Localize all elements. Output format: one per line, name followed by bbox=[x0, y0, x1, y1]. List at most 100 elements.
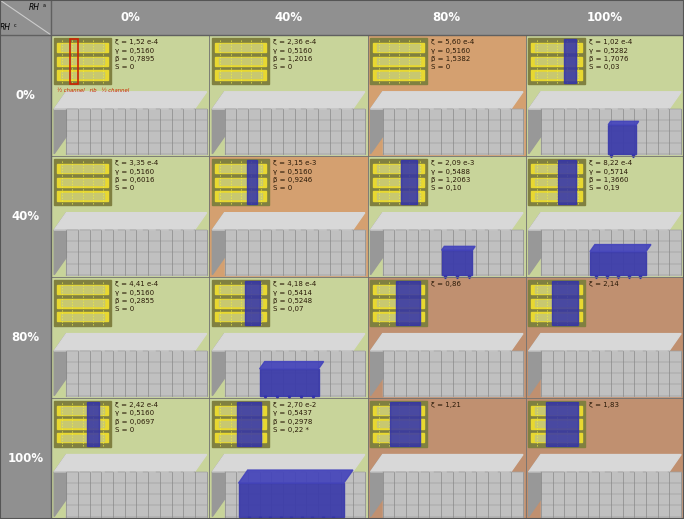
Polygon shape bbox=[529, 213, 681, 230]
Bar bbox=[535, 44, 578, 51]
Bar bbox=[57, 312, 108, 321]
Text: ½ channel   rib   ½ channel: ½ channel rib ½ channel bbox=[57, 89, 129, 93]
Text: ξ = 2,14: ξ = 2,14 bbox=[589, 281, 619, 288]
Bar bbox=[402, 160, 417, 204]
Text: ξ = 2,70 e-2
γ = 0,5437
β = 0,2978
S = 0,22 *: ξ = 2,70 e-2 γ = 0,5437 β = 0,2978 S = 0… bbox=[273, 402, 316, 433]
Bar bbox=[219, 421, 262, 427]
Bar bbox=[61, 434, 104, 441]
Bar bbox=[57, 406, 108, 415]
Bar bbox=[61, 193, 104, 199]
Bar bbox=[535, 179, 578, 185]
Bar bbox=[541, 109, 681, 154]
Bar bbox=[0, 0, 684, 35]
Bar bbox=[531, 192, 582, 200]
Bar bbox=[219, 313, 262, 320]
Text: ξ = 4,18 e-4
γ = 0,5414
β = 0,5248
S = 0,07: ξ = 4,18 e-4 γ = 0,5414 β = 0,5248 S = 0… bbox=[273, 281, 316, 312]
Polygon shape bbox=[371, 334, 523, 351]
Bar bbox=[370, 401, 427, 447]
Bar bbox=[373, 192, 424, 200]
Bar bbox=[61, 421, 104, 427]
Bar bbox=[373, 433, 424, 442]
Polygon shape bbox=[608, 121, 639, 125]
Polygon shape bbox=[54, 334, 66, 395]
Bar bbox=[373, 57, 424, 66]
Polygon shape bbox=[212, 213, 365, 230]
Bar bbox=[215, 298, 266, 308]
Polygon shape bbox=[371, 213, 523, 230]
Bar bbox=[212, 38, 269, 84]
Bar bbox=[219, 286, 262, 293]
Bar bbox=[535, 300, 578, 306]
Bar bbox=[564, 39, 576, 83]
Polygon shape bbox=[212, 334, 224, 395]
Bar bbox=[526, 35, 684, 156]
Bar bbox=[526, 156, 684, 277]
Bar bbox=[528, 401, 585, 447]
Bar bbox=[239, 483, 344, 516]
Bar bbox=[61, 286, 104, 293]
Bar bbox=[528, 280, 585, 326]
Bar bbox=[224, 351, 365, 395]
Bar bbox=[373, 164, 424, 173]
Polygon shape bbox=[529, 334, 681, 351]
Text: ξ = 3,15 e-3
γ = 0,5160
β = 0,9246
S = 0: ξ = 3,15 e-3 γ = 0,5160 β = 0,9246 S = 0 bbox=[273, 160, 316, 191]
Bar bbox=[247, 160, 257, 204]
Bar bbox=[57, 192, 108, 200]
Bar bbox=[373, 406, 424, 415]
Bar bbox=[51, 35, 209, 156]
Bar bbox=[215, 285, 266, 294]
Polygon shape bbox=[239, 470, 353, 483]
Bar bbox=[535, 313, 578, 320]
Bar bbox=[377, 179, 420, 185]
Bar bbox=[215, 419, 266, 429]
Polygon shape bbox=[590, 244, 651, 252]
Bar bbox=[70, 39, 78, 84]
Polygon shape bbox=[371, 455, 523, 472]
Bar bbox=[237, 402, 261, 446]
Text: ξ = 3,35 e-4
γ = 0,5160
β = 0,6016
S = 0: ξ = 3,35 e-4 γ = 0,5160 β = 0,6016 S = 0 bbox=[115, 160, 158, 191]
Polygon shape bbox=[529, 213, 541, 275]
Bar bbox=[209, 398, 368, 519]
Bar bbox=[370, 280, 427, 326]
Polygon shape bbox=[529, 455, 541, 516]
Bar bbox=[219, 44, 262, 51]
Polygon shape bbox=[371, 92, 382, 154]
Bar bbox=[390, 402, 419, 446]
Bar bbox=[373, 285, 424, 294]
Text: ξ = 8,22 e-4
γ = 0,5714
β = 1,3660
S = 0,19: ξ = 8,22 e-4 γ = 0,5714 β = 1,3660 S = 0… bbox=[589, 160, 632, 191]
Bar bbox=[57, 71, 108, 79]
Bar bbox=[531, 312, 582, 321]
Bar bbox=[212, 280, 269, 326]
Text: ξ = 5,60 e-4
γ = 0,5160
β = 1,5382
S = 0: ξ = 5,60 e-4 γ = 0,5160 β = 1,5382 S = 0 bbox=[431, 39, 474, 70]
Polygon shape bbox=[212, 213, 224, 275]
Bar bbox=[373, 419, 424, 429]
Bar bbox=[219, 58, 262, 64]
Bar bbox=[370, 159, 427, 205]
Bar bbox=[528, 159, 585, 205]
Bar bbox=[382, 230, 523, 275]
Polygon shape bbox=[54, 92, 66, 154]
Bar bbox=[209, 35, 368, 156]
Polygon shape bbox=[529, 455, 681, 472]
Text: ξ = 1,02 e-4
γ = 0,5282
β = 1,7076
S = 0,03: ξ = 1,02 e-4 γ = 0,5282 β = 1,7076 S = 0… bbox=[589, 39, 632, 70]
Bar bbox=[382, 351, 523, 395]
Bar bbox=[66, 109, 207, 154]
Bar bbox=[219, 72, 262, 78]
Text: 0%: 0% bbox=[16, 89, 36, 102]
Bar bbox=[53, 401, 111, 447]
Bar bbox=[535, 407, 578, 414]
Bar bbox=[245, 281, 260, 325]
Text: ξ = 2,36 e-4
γ = 0,5160
β = 1,2016
S = 0: ξ = 2,36 e-4 γ = 0,5160 β = 1,2016 S = 0 bbox=[273, 39, 316, 70]
Bar bbox=[224, 230, 365, 275]
Bar bbox=[368, 35, 526, 156]
Bar bbox=[531, 419, 582, 429]
Text: ξ = 1,52 e-4
γ = 0,5160
β = 0,7895
S = 0: ξ = 1,52 e-4 γ = 0,5160 β = 0,7895 S = 0 bbox=[115, 39, 158, 70]
Bar bbox=[368, 277, 526, 398]
Bar bbox=[377, 72, 420, 78]
Bar bbox=[531, 43, 582, 52]
Bar bbox=[528, 38, 585, 84]
Text: 100%: 100% bbox=[8, 452, 44, 465]
Polygon shape bbox=[371, 334, 382, 395]
Bar bbox=[61, 72, 104, 78]
Bar bbox=[66, 351, 207, 395]
